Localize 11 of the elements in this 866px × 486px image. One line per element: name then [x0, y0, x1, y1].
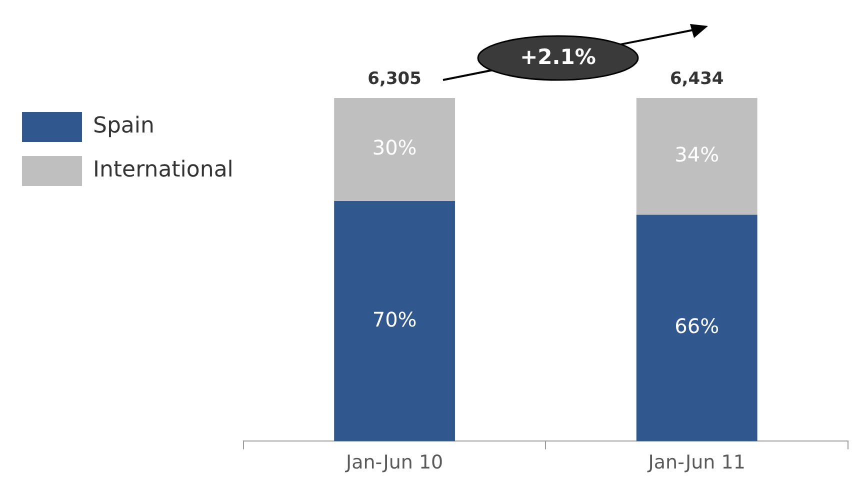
- legend-label: International: [93, 158, 234, 183]
- x-tick-label: Jan-Jun 10: [345, 452, 444, 474]
- x-tick-label: Jan-Jun 11: [647, 452, 746, 474]
- text: +2.1%: [519, 45, 597, 69]
- data-label: 66%: [674, 314, 720, 338]
- data-label: 34%: [674, 142, 720, 167]
- text: 6,305: [368, 68, 422, 89]
- legend-label: Spain: [93, 114, 154, 139]
- text: 6,434: [670, 68, 724, 89]
- data-label: 70%: [372, 307, 417, 332]
- data-label: 30%: [372, 136, 417, 160]
